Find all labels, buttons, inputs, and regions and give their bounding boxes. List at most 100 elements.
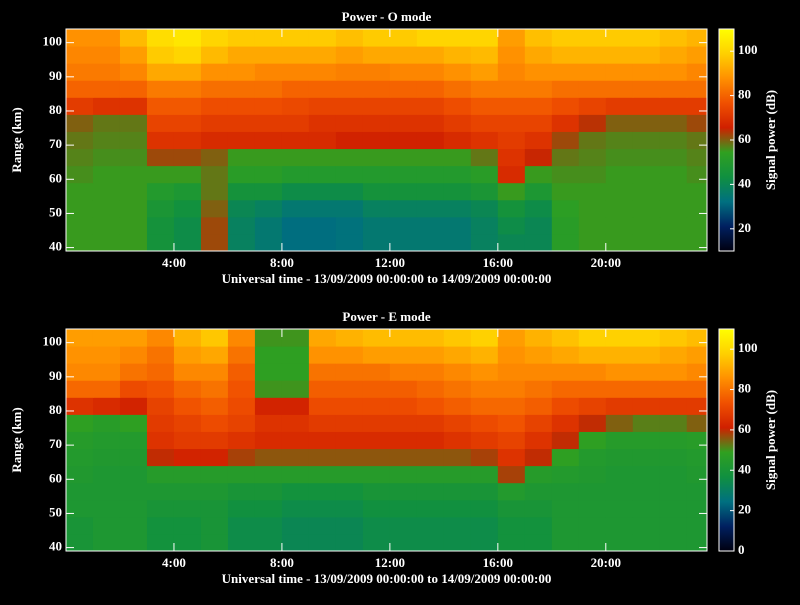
heatmap-cell (497, 46, 526, 64)
heatmap-cell (416, 80, 445, 98)
heatmap-cell (173, 182, 202, 201)
heatmap-cell (686, 131, 707, 150)
heatmap-cell (524, 363, 553, 381)
heatmap-cell (362, 431, 391, 450)
heatmap-cell (578, 516, 607, 535)
heatmap-cell (389, 482, 418, 501)
heatmap-cell (497, 499, 526, 518)
heatmap-cell (146, 29, 175, 47)
heatmap-cell (389, 131, 418, 150)
heatmap-cell (551, 63, 580, 81)
heatmap-cell (281, 80, 310, 98)
heatmap-cell (578, 46, 607, 64)
heatmap-cell (497, 233, 526, 251)
heatmap-cell (254, 363, 283, 381)
heatmap-cell (389, 80, 418, 98)
heatmap-cell (659, 397, 688, 415)
heatmap-cell (443, 148, 472, 167)
y-tick-label: 60 (49, 170, 62, 185)
heatmap-cell (389, 397, 418, 415)
heatmap-cell (227, 216, 256, 235)
heatmap-cell (146, 533, 175, 551)
heatmap-cell (443, 465, 472, 484)
heatmap-cell (281, 199, 310, 218)
heatmap-cell (362, 397, 391, 415)
heatmap-cell (146, 499, 175, 518)
heatmap-cell (632, 448, 661, 467)
heatmap-cell (66, 516, 94, 535)
heatmap-cell (524, 80, 553, 98)
heatmap-cell (200, 148, 229, 167)
heatmap-cell (551, 380, 580, 398)
y-tick-label: 40 (49, 539, 62, 554)
heatmap-cell (335, 233, 364, 251)
heatmap-cell (497, 380, 526, 398)
heatmap-cell (632, 363, 661, 381)
heatmap-cell (551, 46, 580, 64)
heatmap-cell (335, 465, 364, 484)
heatmap-cell (66, 448, 94, 467)
heatmap-cell (92, 516, 121, 535)
x-tick-label: 16:00 (483, 555, 513, 570)
heatmap-cell (470, 29, 499, 47)
heatmap-cell (335, 380, 364, 398)
heatmap-cell (227, 448, 256, 467)
heatmap-cell (416, 182, 445, 201)
heatmap-cell (389, 114, 418, 132)
heatmap-cell (92, 397, 121, 415)
heatmap-cell (632, 414, 661, 432)
heatmap-cell (200, 329, 229, 347)
heatmap-cell (308, 448, 337, 467)
heatmap-cell (119, 199, 148, 218)
heatmap-cell (92, 482, 121, 501)
heatmap-cell (254, 182, 283, 201)
heatmap-cell (146, 165, 175, 184)
heatmap-cell (443, 363, 472, 381)
heatmap-cell (308, 29, 337, 47)
heatmap-cell (659, 380, 688, 398)
heatmap-cell (146, 329, 175, 347)
heatmap-cell (659, 216, 688, 235)
heatmap-cell (443, 80, 472, 98)
heatmap-cell (659, 414, 688, 432)
heatmap-cell (659, 363, 688, 381)
heatmap-cell (632, 499, 661, 518)
heatmap-cell (524, 482, 553, 501)
heatmap-cell (281, 97, 310, 115)
heatmap-cell (227, 148, 256, 167)
heatmap-cell (605, 482, 634, 501)
heatmap-cell (92, 216, 121, 235)
heatmap-cell (281, 533, 310, 551)
heatmap-cell (632, 114, 661, 132)
heatmap-cell (389, 199, 418, 218)
heatmap-cell (254, 431, 283, 450)
heatmap-cell (686, 165, 707, 184)
heatmap-cell (173, 29, 202, 47)
heatmap-cell (281, 329, 310, 347)
heatmap-cell (335, 363, 364, 381)
heatmap-cell (335, 148, 364, 167)
heatmap-cell (362, 380, 391, 398)
heatmap-cell (524, 533, 553, 551)
heatmap-cell (335, 499, 364, 518)
heatmap-cell (524, 448, 553, 467)
heatmap-cell (227, 165, 256, 184)
heatmap-cell (335, 97, 364, 115)
heatmap-cell (66, 114, 94, 132)
heatmap-cell (335, 29, 364, 47)
heatmap-cell (146, 131, 175, 150)
heatmap-cell (659, 199, 688, 218)
heatmap-cell (389, 380, 418, 398)
heatmap-cell (66, 397, 94, 415)
colorbar-tick-label: 60 (738, 131, 751, 146)
heatmap-cell (254, 165, 283, 184)
heatmap-cell (686, 329, 707, 347)
heatmap-cell (308, 46, 337, 64)
heatmap-cell (119, 346, 148, 364)
y-tick-label: 40 (49, 239, 62, 254)
heatmap-cell (308, 63, 337, 81)
heatmap-cell (443, 131, 472, 150)
heatmap-cell (632, 148, 661, 167)
heatmap-cell (659, 329, 688, 347)
